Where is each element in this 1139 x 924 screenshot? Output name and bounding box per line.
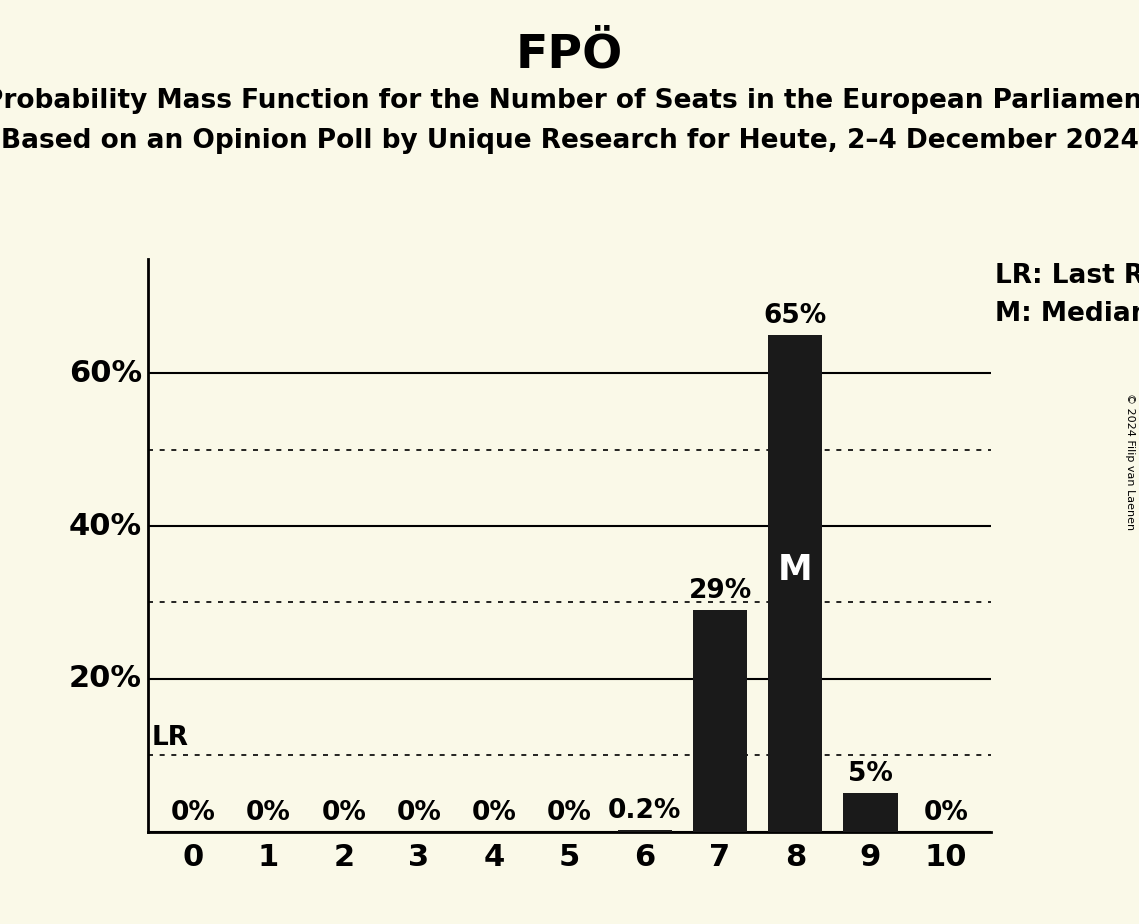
Text: 40%: 40% (69, 512, 142, 541)
Text: 20%: 20% (69, 664, 142, 693)
Text: 65%: 65% (763, 303, 827, 329)
Text: M: Median: M: Median (994, 300, 1139, 327)
Text: 0%: 0% (321, 800, 366, 826)
Bar (768, 335, 822, 832)
Text: Probability Mass Function for the Number of Seats in the European Parliament: Probability Mass Function for the Number… (0, 88, 1139, 114)
Text: 0%: 0% (396, 800, 442, 826)
Bar (617, 830, 672, 832)
Bar (693, 610, 747, 832)
Bar (843, 794, 898, 832)
Text: 60%: 60% (69, 359, 142, 388)
Text: 0%: 0% (547, 800, 592, 826)
Text: 0%: 0% (924, 800, 968, 826)
Text: M: M (778, 553, 812, 587)
Text: 0%: 0% (472, 800, 517, 826)
Text: LR: Last Result: LR: Last Result (994, 262, 1139, 288)
Text: FPÖ: FPÖ (516, 32, 623, 78)
Text: Based on an Opinion Poll by Unique Research for Heute, 2–4 December 2024: Based on an Opinion Poll by Unique Resea… (0, 128, 1139, 153)
Text: LR: LR (151, 724, 189, 750)
Text: 0%: 0% (246, 800, 290, 826)
Text: 0.2%: 0.2% (608, 798, 681, 824)
Text: 29%: 29% (688, 578, 752, 604)
Text: 5%: 5% (849, 761, 893, 787)
Text: © 2024 Filip van Laenen: © 2024 Filip van Laenen (1125, 394, 1134, 530)
Text: 0%: 0% (171, 800, 215, 826)
